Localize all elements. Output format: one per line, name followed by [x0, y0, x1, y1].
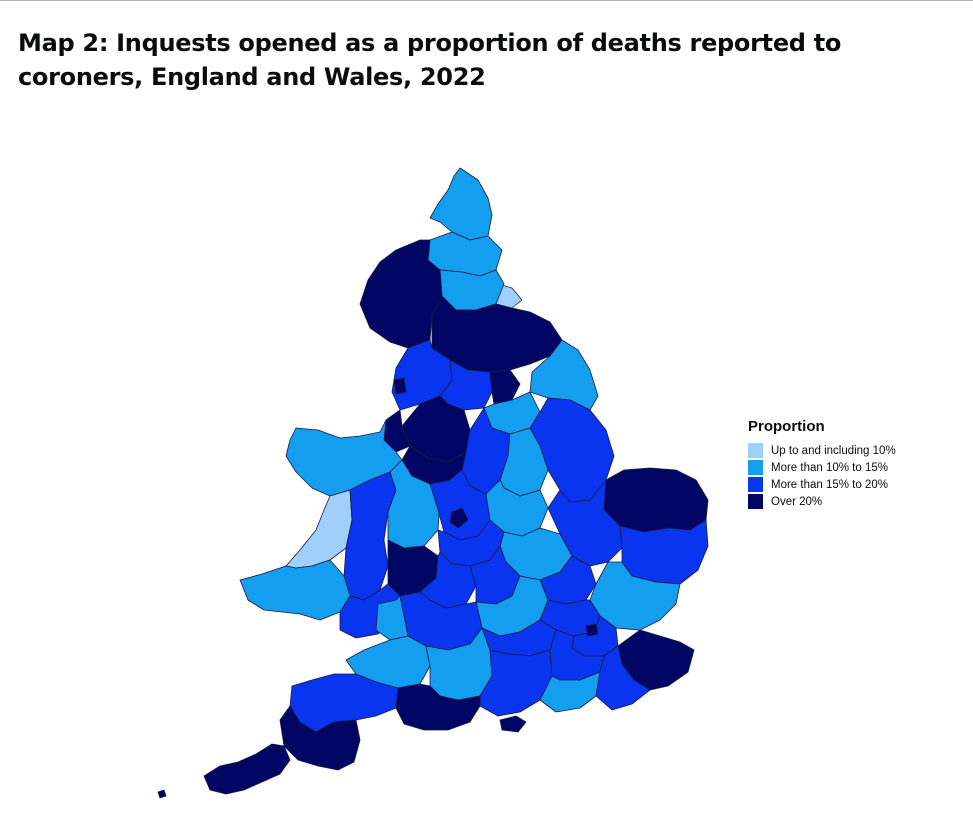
legend-label: Over 20% [771, 495, 823, 508]
region-stoke [449, 507, 469, 529]
region-isles-of-scilly [157, 789, 167, 799]
region-norfolk [603, 467, 709, 533]
map-title: Map 2: Inquests opened as a proportion o… [18, 29, 842, 91]
legend-swatch [748, 443, 763, 458]
legend-item: Over 20% [748, 493, 948, 510]
region-ceredigion [285, 489, 353, 569]
region-northumberland [429, 167, 493, 241]
region-west-yorkshire [439, 359, 493, 411]
region-pembrokeshire [239, 559, 351, 621]
region-devon [279, 705, 361, 771]
legend-swatch [748, 460, 763, 475]
region-east-sussex [595, 645, 651, 711]
map-legend: Proportion Up to and including 10% More … [748, 418, 948, 510]
region-cornwall [203, 743, 291, 795]
region-dorset [395, 683, 481, 731]
legend-title: Proportion [748, 418, 825, 435]
region-blackpool [393, 377, 407, 395]
legend-label: More than 10% to 15% [771, 461, 888, 474]
legend-item: More than 15% to 20% [748, 476, 948, 493]
region-suffolk [619, 519, 709, 585]
top-divider [0, 0, 973, 1]
legend-label: Up to and including 10% [771, 444, 896, 457]
legend-item: More than 10% to 15% [748, 459, 948, 476]
legend-label: More than 15% to 20% [771, 478, 888, 491]
legend-swatch [748, 477, 763, 492]
region-hampshire [479, 649, 553, 717]
legend-swatch [748, 494, 763, 509]
legend-item: Up to and including 10% [748, 442, 948, 459]
region-isle-of-wight [499, 715, 527, 733]
region-shropshire [387, 459, 441, 549]
region-city-of-london [585, 623, 599, 637]
